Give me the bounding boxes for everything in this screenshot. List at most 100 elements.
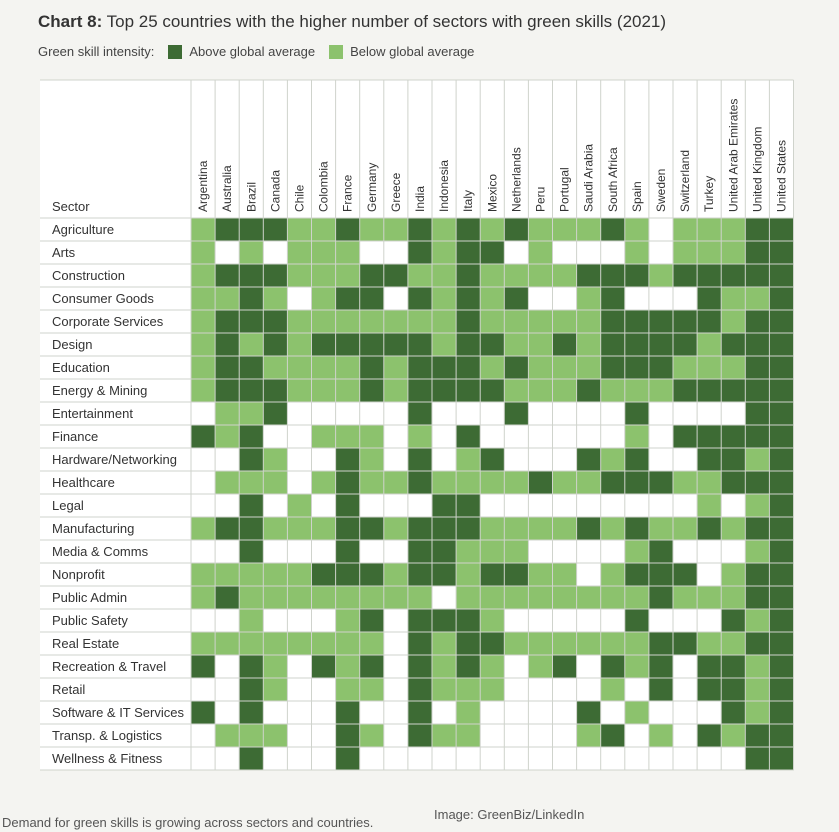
heatmap-cell: [552, 402, 577, 426]
heatmap-cell: [359, 747, 384, 771]
heatmap-cell: [407, 448, 433, 472]
heatmap-cell: [215, 356, 240, 380]
heatmap-cell: [673, 540, 698, 564]
heatmap-cell: [673, 563, 698, 587]
heatmap-cell: [215, 609, 240, 633]
heatmap-cell: [745, 448, 770, 472]
heatmap-cell: [335, 678, 360, 702]
heatmap-cell: [215, 540, 240, 564]
heatmap-cell: [528, 448, 553, 472]
heatmap-cell: [359, 540, 384, 564]
heatmap-cell: [263, 218, 288, 242]
heatmap-cell: [721, 609, 746, 633]
heatmap-cell: [480, 379, 505, 403]
heatmap-cell: [191, 678, 216, 702]
heatmap-cell: [504, 264, 529, 288]
heatmap-cell: [528, 494, 553, 518]
heatmap-cell: [769, 540, 794, 564]
chart-title-text: Top 25 countries with the higher number …: [106, 12, 667, 31]
heatmap-cell: [600, 701, 625, 725]
column-label: India: [413, 186, 427, 212]
heatmap-cell: [407, 609, 433, 633]
heatmap-cell: [215, 448, 240, 472]
row-label: Construction: [52, 268, 125, 283]
heatmap-cell: [504, 379, 529, 403]
heatmap-cell: [624, 264, 650, 288]
heatmap-cell: [335, 448, 360, 472]
heatmap-cell: [263, 563, 288, 587]
row-label: Public Safety: [52, 613, 128, 628]
heatmap-cell: [745, 379, 770, 403]
heatmap-cell: [745, 356, 770, 380]
heatmap-cell: [359, 310, 384, 334]
heatmap-cell: [648, 586, 674, 610]
heatmap-cell: [504, 218, 529, 242]
heatmap-cell: [383, 701, 409, 725]
heatmap-cell: [504, 287, 529, 311]
heatmap-cell: [480, 218, 505, 242]
heatmap-cell: [456, 494, 481, 518]
heatmap-cell: [769, 241, 794, 265]
heatmap-cell: [721, 655, 746, 679]
heatmap-cell: [624, 494, 650, 518]
heatmap-cell: [456, 655, 481, 679]
heatmap-cell: [576, 218, 601, 242]
heatmap-cell: [383, 517, 409, 541]
heatmap-cell: [287, 356, 312, 380]
heatmap-cell: [480, 632, 505, 656]
heatmap-cell: [287, 218, 312, 242]
heatmap-cell: [239, 517, 264, 541]
heatmap-cell: [576, 402, 601, 426]
heatmap-cell: [432, 563, 457, 587]
heatmap-cell: [624, 563, 650, 587]
heatmap-cell: [600, 425, 625, 449]
heatmap-cell: [311, 563, 336, 587]
heatmap-cell: [335, 287, 360, 311]
heatmap-cell: [600, 678, 625, 702]
heatmap-cell: [215, 701, 240, 725]
heatmap-cell: [456, 563, 481, 587]
heatmap-cell: [648, 356, 674, 380]
heatmap-cell: [239, 310, 264, 334]
heatmap-cell: [769, 402, 794, 426]
heatmap-cell: [697, 471, 722, 495]
heatmap-cell: [407, 655, 433, 679]
heatmap-chart: Sector Argentina Australia Brazil Canada Chil…: [40, 79, 794, 771]
heatmap-cell: [552, 264, 577, 288]
heatmap-cell: [697, 218, 722, 242]
heatmap-cell: [528, 609, 553, 633]
heatmap-cell: [359, 517, 384, 541]
heatmap-cell: [215, 218, 240, 242]
heatmap-cell: [456, 310, 481, 334]
heatmap-cell: [215, 287, 240, 311]
row-label: Legal: [52, 498, 84, 513]
heatmap-cell: [407, 379, 433, 403]
row-label: Real Estate: [52, 636, 119, 651]
heatmap-cell: [624, 655, 650, 679]
heatmap-cell: [600, 563, 625, 587]
heatmap-cell: [528, 632, 553, 656]
heatmap-cell: [721, 287, 746, 311]
heatmap-cell: [311, 402, 336, 426]
heatmap-cell: [287, 379, 312, 403]
heatmap-cell: [263, 402, 288, 426]
heatmap-cell: [721, 632, 746, 656]
heatmap-cell: [263, 310, 288, 334]
heatmap-cell: [624, 632, 650, 656]
heatmap-cell: [383, 724, 409, 748]
legend: Green skill intensity: Above global aver…: [38, 44, 474, 59]
heatmap-cell: [528, 724, 553, 748]
heatmap-cell: [480, 287, 505, 311]
heatmap-cell: [239, 356, 264, 380]
heatmap-cell: [287, 471, 312, 495]
column-label: Saudi Arabia: [582, 144, 596, 212]
heatmap-cell: [648, 241, 674, 265]
heatmap-cell: [456, 632, 481, 656]
heatmap-cell: [721, 379, 746, 403]
heatmap-cell: [239, 448, 264, 472]
heatmap-cell: [648, 448, 674, 472]
heatmap-cell: [721, 310, 746, 334]
heatmap-cell: [600, 218, 625, 242]
heatmap-cell: [456, 747, 481, 771]
heatmap-cell: [576, 494, 601, 518]
